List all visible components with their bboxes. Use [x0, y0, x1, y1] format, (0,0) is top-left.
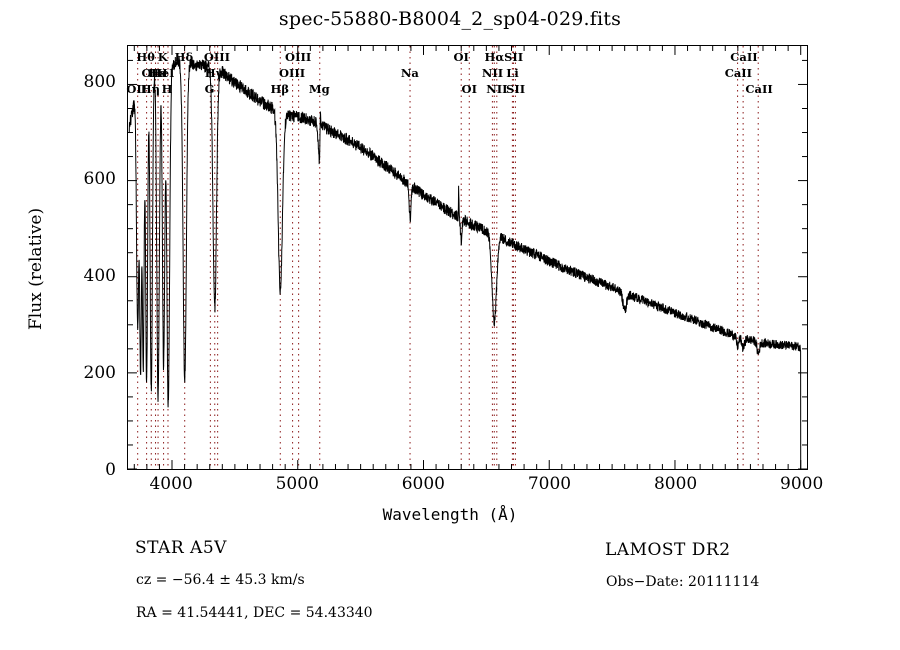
- y-tick-600: 600: [83, 169, 116, 189]
- x-axis-tick-labels: 4000 5000 6000 7000 8000 9000: [127, 474, 823, 500]
- line-marker-group: [138, 46, 759, 469]
- line-label-k-3933: K: [157, 50, 168, 64]
- y-tick-800: 800: [83, 72, 116, 92]
- line-label-g-4305: G: [204, 82, 215, 96]
- line-label-h-3798: Hθ: [136, 50, 155, 64]
- line-label-oi-6300: OI: [453, 50, 469, 64]
- line-label-h-3889: Hε: [148, 66, 167, 80]
- line-label-h-4861: Hβ: [270, 82, 289, 96]
- footer-cz: cz = −56.4 ± 45.3 km/s: [136, 572, 305, 588]
- line-label-h-3835: Hη: [140, 82, 160, 96]
- y-tick-0: 0: [105, 460, 116, 480]
- line-label-caii-8542: CaII: [730, 50, 758, 64]
- plot-area: [127, 45, 808, 470]
- line-label-oi-6364: OI: [461, 82, 477, 96]
- line-label-caii-8662: CaII: [745, 82, 773, 96]
- line-label-na-5893: Na: [400, 66, 419, 80]
- line-label-caii-8498: CaII: [724, 66, 753, 80]
- x-tick-4000: 4000: [149, 474, 193, 494]
- x-axis-label: Wavelength (Å): [382, 505, 518, 524]
- line-label-hei-3933: HeI: [150, 66, 175, 80]
- page-title: spec-55880-B8004_2_sp04-029.fits: [278, 8, 622, 30]
- footer-coords: RA = 41.54441, DEC = 54.43340: [136, 605, 373, 621]
- axis-ticks-group: [128, 46, 807, 469]
- spectrum-curve: [129, 56, 800, 469]
- x-tick-6000: 6000: [401, 474, 445, 494]
- y-tick-200: 200: [83, 363, 116, 383]
- x-tick-5000: 5000: [275, 474, 319, 494]
- line-label-li-6707: Li: [506, 66, 519, 80]
- x-tick-7000: 7000: [527, 474, 572, 494]
- line-label-mg-5175: Mg: [308, 82, 330, 96]
- line-label-nii-6583: NII: [486, 82, 508, 96]
- y-axis-tick-labels: 0 200 400 600 800: [62, 45, 122, 480]
- spectrum-svg: [128, 46, 807, 469]
- line-label-sii-6716: SII: [504, 50, 524, 64]
- line-label-oiii-4959: OIII: [279, 66, 306, 80]
- line-label-oiii-3869: OIII: [141, 66, 168, 80]
- line-id-labels: OII Hθ OIII Hη Hε HeI K H Hδ Hγ G OIII Hβ OIII OIII Mg N…: [0, 0, 900, 100]
- line-label-oiii-5007: OIII: [285, 50, 312, 64]
- line-label-nii-6548: NII: [481, 66, 504, 80]
- x-tick-8000: 8000: [653, 474, 698, 494]
- line-label-oii-3727: OII: [126, 82, 148, 96]
- x-tick-9000: 9000: [780, 474, 824, 494]
- line-label-sii-6731: SII: [506, 82, 526, 96]
- footer-object-class: STAR A5V: [135, 538, 227, 558]
- footer-survey: LAMOST DR2: [605, 540, 731, 560]
- line-label-h-4340: Hγ: [204, 66, 224, 80]
- footer-obsdate: Obs−Date: 20111114: [606, 574, 760, 590]
- y-tick-400: 400: [83, 266, 116, 286]
- line-label-h-3968: H: [161, 82, 173, 96]
- line-label-oiii-4363: OIII: [203, 50, 230, 64]
- y-axis-label: Flux (relative): [26, 207, 46, 330]
- line-label-h-4101: Hδ: [174, 50, 194, 64]
- line-label-h-6563: Hα: [484, 50, 505, 64]
